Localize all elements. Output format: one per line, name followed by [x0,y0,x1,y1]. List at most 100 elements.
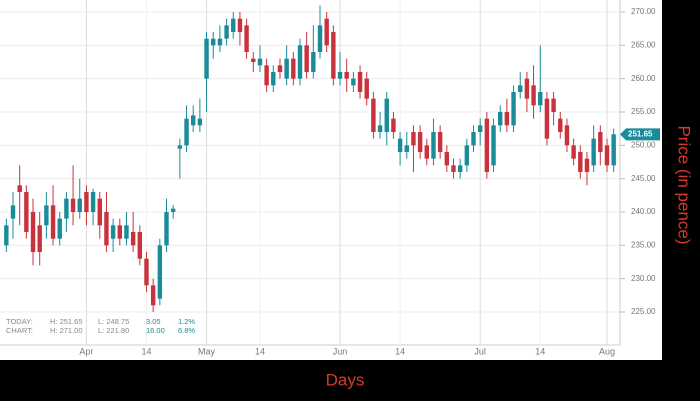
candle-body [144,258,149,286]
candle-body [110,225,116,239]
candle-body [471,132,476,146]
candle-body [124,225,129,239]
candle-body [317,25,323,52]
candle-body [437,132,443,152]
x-tick-label: May [198,346,216,356]
candle-body [598,132,603,152]
candle-body [117,225,122,239]
y-tick-label: 245.00 [631,174,656,183]
candle-body [97,198,102,226]
candle-body [77,198,82,212]
candle-body [351,78,356,86]
candle-body [531,85,536,106]
y-tick-label: 250.00 [631,140,656,149]
candle-body [498,112,503,126]
candle-body [591,138,596,166]
grid [0,0,620,345]
candle-body [177,145,183,149]
candle-body [70,198,76,212]
candle-body [84,192,89,212]
candle-body [611,134,616,166]
candle-body [391,118,396,132]
candle-body [538,92,543,106]
stats-pct: 1.2% [178,317,195,326]
x-tick-label: 14 [535,346,545,356]
y-axis-title: Price (in pence) [675,125,694,244]
x-tick-label: 14 [255,346,265,356]
candle-body [524,78,530,99]
candle-body [204,38,209,79]
y-tick-label: 255.00 [631,107,656,116]
candle-body [364,78,369,99]
candle-body [384,98,389,132]
candle-body [4,225,9,246]
candle-body [431,132,436,159]
x-tick-label: Jul [474,346,486,356]
candle-body [451,165,456,172]
stats-change: 3.05 [146,317,161,326]
candle-body [491,125,496,166]
candle-body [484,118,490,172]
stats-label: TODAY: [6,317,33,326]
candle-body [197,118,203,126]
candle-body [57,218,62,239]
candle-body [457,165,463,172]
candle-body [217,38,223,46]
candle-body [237,18,243,32]
candle-body [344,72,349,79]
candle-body [284,58,289,79]
candle-body [324,18,329,46]
x-tick-label: Jun [333,346,348,356]
stats-change: 16.00 [146,326,165,335]
candle-body [30,212,36,252]
candle-body [64,198,69,219]
candle-body [518,85,523,92]
candle-body [130,232,136,246]
y-tick-label: 260.00 [631,74,656,83]
candle-body [44,205,49,226]
candle-body [184,118,189,146]
candle-body [170,208,176,212]
candle-body [157,245,163,299]
plot [4,5,616,312]
candle-body [50,205,56,239]
x-tick-label: 14 [141,346,151,356]
candle-body [564,125,570,146]
candle-body [504,112,510,126]
candle-body [244,25,249,52]
x-tick-label: Apr [79,346,93,356]
candle-body [104,212,109,246]
price-badge [620,128,660,141]
candle-body [257,58,263,66]
candle-body [584,158,590,172]
candle-body [224,25,229,39]
candle-body [304,45,309,72]
stats-low: L: 221.80 [98,326,129,335]
candle-body [17,185,22,192]
candle-body [417,132,423,152]
x-tick-label: Aug [599,346,615,356]
candle-body [191,115,196,126]
stats-high: H: 271.00 [50,326,83,335]
stats-low: L: 248.75 [98,317,129,326]
candle-body [291,58,296,79]
candle-body [264,65,269,86]
stats-label: CHART: [6,326,33,335]
candle-body [604,145,610,166]
candle-body [477,125,483,132]
candle-body [277,65,283,72]
y-tick-label: 235.00 [631,240,656,249]
stats-high: H: 251.65 [50,317,83,326]
candle-body [377,125,383,132]
x-axis-title: Days [326,370,365,389]
y-tick-label: 270.00 [631,7,656,16]
candle-body [164,212,169,246]
candle-body [297,45,303,79]
chart-area [0,0,662,360]
candle-body [444,152,450,166]
candle-body [551,98,556,112]
candle-body [558,118,563,132]
y-tick-label: 265.00 [631,40,656,49]
y-tick-label: 240.00 [631,207,656,216]
